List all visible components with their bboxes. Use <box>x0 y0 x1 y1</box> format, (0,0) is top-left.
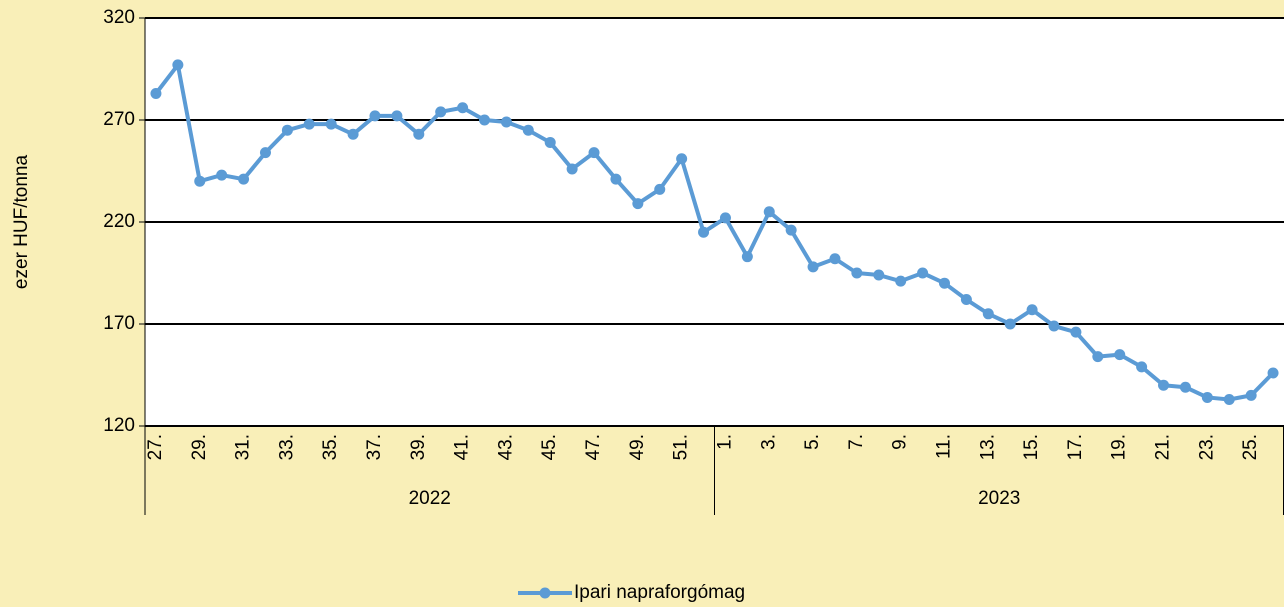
legend-marker <box>539 587 551 599</box>
group-label: 2023 <box>978 488 1020 509</box>
y-tick-label: 270 <box>103 109 135 130</box>
group-label: 2022 <box>409 488 451 509</box>
x-tick-label: 29. <box>189 434 210 460</box>
x-tick-label: 5. <box>802 434 823 450</box>
data-point <box>938 277 950 289</box>
data-point <box>238 173 250 185</box>
x-tick-label: 21. <box>1153 434 1174 460</box>
series-line <box>154 62 1275 402</box>
y-tick-label: 220 <box>103 211 135 232</box>
data-point <box>1245 389 1257 401</box>
data-point <box>654 183 666 195</box>
y-tick-label: 320 <box>103 7 135 28</box>
data-point <box>391 110 403 122</box>
data-point <box>172 59 184 71</box>
x-tick-label: 7. <box>846 434 867 450</box>
data-point <box>1179 381 1191 393</box>
data-point <box>522 124 534 136</box>
y-tick-label: 120 <box>103 415 135 436</box>
data-point <box>347 128 359 140</box>
data-point <box>917 267 929 279</box>
data-point <box>763 206 775 218</box>
data-point <box>281 124 293 136</box>
x-tick-label: 9. <box>890 434 911 450</box>
data-point <box>698 226 710 238</box>
x-tick-label: 27. <box>145 434 166 460</box>
data-point <box>1070 326 1082 338</box>
data-point <box>500 116 512 128</box>
x-tick-label: 3. <box>758 434 779 450</box>
x-tick-label: 39. <box>408 434 429 460</box>
data-point <box>1004 318 1016 330</box>
x-tick-label: 37. <box>364 434 385 460</box>
data-point <box>150 87 162 99</box>
x-tick-label: 23. <box>1196 434 1217 460</box>
data-point <box>413 128 425 140</box>
data-point <box>1048 320 1060 332</box>
x-tick-label: 25. <box>1240 434 1261 460</box>
x-tick-label: 31. <box>233 434 254 460</box>
data-point <box>895 275 907 287</box>
legend-label: Ipari napraforgómag <box>574 582 745 603</box>
data-point <box>1267 367 1279 379</box>
data-point <box>1026 304 1038 316</box>
data-point <box>479 114 491 126</box>
x-tick-label: 49. <box>627 434 648 460</box>
x-tick-label: 41. <box>452 434 473 460</box>
data-point <box>873 269 885 281</box>
data-point <box>741 251 753 263</box>
x-tick-label: 45. <box>539 434 560 460</box>
data-point <box>369 110 381 122</box>
x-tick-label: 19. <box>1109 434 1130 460</box>
data-point <box>544 136 556 148</box>
data-point <box>1114 349 1126 361</box>
y-axis-label: ezer HUF/tonna <box>11 155 32 290</box>
data-point <box>960 294 972 306</box>
data-point <box>676 153 688 165</box>
data-point <box>785 224 797 236</box>
data-point <box>982 308 994 320</box>
x-tick-label: 33. <box>276 434 297 460</box>
x-tick-label: 47. <box>583 434 604 460</box>
data-point <box>851 267 863 279</box>
x-tick-label: 43. <box>495 434 516 460</box>
data-point <box>1158 379 1170 391</box>
x-tick-label: 1. <box>714 434 735 450</box>
data-point <box>1201 391 1213 403</box>
x-tick-label: 13. <box>977 434 998 460</box>
data-point <box>1223 393 1235 405</box>
data-point <box>829 253 841 265</box>
x-tick-label: 17. <box>1065 434 1086 460</box>
data-point <box>194 175 206 187</box>
data-point <box>632 198 644 210</box>
data-point <box>435 106 447 118</box>
data-point <box>457 102 469 114</box>
x-tick-label: 15. <box>1021 434 1042 460</box>
data-point <box>325 118 337 130</box>
y-tick-label: 170 <box>103 313 135 334</box>
data-point <box>610 173 622 185</box>
data-point <box>303 118 315 130</box>
x-tick-label: 51. <box>671 434 692 460</box>
data-point <box>807 261 819 273</box>
data-point <box>719 212 731 224</box>
x-tick-label: 11. <box>934 434 955 459</box>
data-point <box>1136 361 1148 373</box>
x-tick-label: 35. <box>320 434 341 460</box>
data-point <box>566 163 578 175</box>
data-point <box>259 147 271 159</box>
data-point <box>216 169 228 181</box>
data-point <box>588 147 600 159</box>
data-point <box>1092 351 1104 363</box>
